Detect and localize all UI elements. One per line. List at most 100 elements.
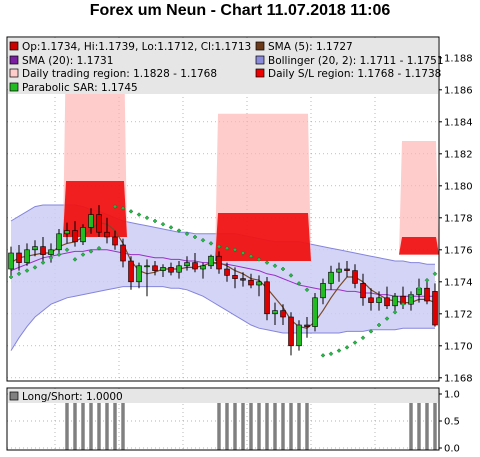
- candle: [264, 277, 270, 321]
- candle: [392, 293, 398, 311]
- price-tick-label: 1.180: [444, 181, 473, 192]
- candle: [368, 288, 374, 311]
- legend-text: Daily trading region: 1.1828 - 1.1768: [22, 68, 217, 80]
- bollinger-lower-line: [10, 286, 435, 351]
- legend-text: Parabolic SAR: 1.1745: [22, 82, 138, 94]
- longshort-bar: [121, 394, 125, 450]
- candle-body: [160, 267, 166, 271]
- price-tick-label: 1.188: [444, 53, 473, 64]
- candle: [328, 265, 334, 290]
- sar-point: [384, 316, 390, 321]
- candle-body: [384, 297, 390, 307]
- candle-body: [176, 265, 182, 273]
- candle-body: [224, 268, 230, 276]
- legend-swatch: [9, 82, 19, 92]
- sar-point: [360, 335, 366, 341]
- longshort-bar: [297, 394, 301, 450]
- candle-body: [16, 252, 22, 263]
- candle-body: [168, 267, 174, 273]
- candle: [376, 291, 382, 311]
- candle-body: [304, 324, 310, 327]
- sar-point: [328, 351, 334, 357]
- candle-body: [96, 214, 102, 233]
- candle: [352, 264, 358, 289]
- longshort-bar: [105, 394, 109, 450]
- longshort-bar: [233, 394, 237, 450]
- candle-body: [80, 227, 86, 243]
- candle: [240, 272, 246, 287]
- candle-body: [112, 236, 118, 246]
- price-tick-label: 1.174: [444, 277, 473, 288]
- longshort-bar: [281, 394, 285, 450]
- sar-point: [144, 215, 150, 221]
- longshort-bar: [73, 394, 77, 450]
- candle-body: [336, 268, 342, 273]
- sar-point: [304, 287, 310, 293]
- sar-point: [416, 285, 422, 291]
- price-tick-label: 1.186: [444, 85, 473, 96]
- candle-body: [392, 295, 398, 307]
- longshort-bar: [425, 394, 429, 450]
- subpanel-legend-box: [8, 389, 438, 403]
- candle: [360, 273, 366, 306]
- longshort-bar: [273, 394, 277, 450]
- subpanel-legend-swatch: [9, 391, 19, 401]
- candle: [96, 205, 102, 237]
- sar-point: [224, 245, 230, 251]
- candle: [272, 302, 278, 325]
- candle-body: [256, 281, 262, 286]
- candle-body: [320, 283, 326, 299]
- candle: [424, 281, 430, 305]
- sar-point: [80, 252, 86, 257]
- sar-point: [248, 253, 254, 259]
- sar-point: [400, 301, 406, 307]
- legend-box: [8, 38, 438, 94]
- candle: [432, 283, 438, 327]
- sar-point: [128, 209, 134, 214]
- candle-body: [136, 265, 142, 283]
- legend-item: Parabolic SAR: 1.1745: [9, 82, 138, 94]
- longshort-bar: [225, 394, 229, 450]
- candle-body: [240, 278, 246, 281]
- sar-point: [96, 245, 102, 251]
- sar-point: [120, 205, 126, 211]
- candle: [152, 261, 158, 276]
- price-tick-label: 1.172: [444, 309, 473, 320]
- candle: [224, 262, 230, 282]
- candle-body: [352, 270, 358, 284]
- candle-body: [8, 252, 14, 270]
- candle: [144, 259, 150, 297]
- candle: [56, 229, 62, 253]
- candle: [32, 240, 38, 257]
- candle-body: [56, 233, 62, 251]
- longshort-tick-label: 1.0: [444, 390, 460, 401]
- candle-body: [296, 324, 302, 347]
- legend-item: SMA (5): 1.1727: [255, 41, 353, 53]
- sar-point: [192, 234, 198, 240]
- candle-body: [432, 291, 438, 326]
- sar-point: [48, 255, 54, 261]
- legend-text: SMA (20): 1.1731: [22, 55, 113, 67]
- candle-body: [288, 316, 294, 347]
- candle: [72, 221, 78, 247]
- longshort-bar: [265, 394, 269, 450]
- candle-body: [216, 255, 222, 270]
- candle-body: [232, 275, 238, 279]
- sar-point: [40, 260, 46, 265]
- sar-point: [32, 265, 38, 270]
- sar-point: [24, 268, 30, 273]
- sar-point: [240, 250, 246, 256]
- sar-point: [216, 244, 222, 249]
- sar-point: [176, 228, 182, 233]
- candle: [64, 222, 70, 244]
- candle-body: [184, 262, 190, 267]
- subpanel-legend-text: Long/Short: 1.0000: [22, 391, 123, 403]
- candle: [288, 312, 294, 356]
- candle-body: [200, 265, 206, 270]
- candle: [120, 238, 126, 268]
- longshort-bar: [81, 394, 85, 450]
- candle: [24, 243, 30, 266]
- candle: [280, 304, 286, 325]
- sar-point: [88, 249, 94, 254]
